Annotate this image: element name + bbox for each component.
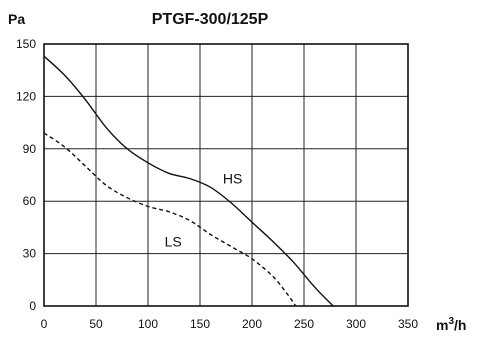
y-tick-label: 0 (29, 299, 36, 313)
y-tick-label: 150 (16, 37, 36, 51)
x-tick-label: 250 (294, 317, 314, 331)
y-tick-label: 120 (16, 89, 36, 103)
series-label-hs: HS (223, 171, 242, 187)
plot-frame (43, 43, 409, 307)
x-tick-label: 50 (89, 317, 103, 331)
tick-labels: 0 50 100 150 200 250 300 350 0 30 60 90 120 150 (16, 37, 418, 331)
series-line-ls (43, 132, 297, 307)
x-tick-label: 200 (242, 317, 262, 331)
y-axis-label: Pa (8, 11, 25, 27)
x-tick-label: 300 (346, 317, 366, 331)
x-tick-label: 350 (398, 317, 418, 331)
y-tick-label: 90 (23, 142, 37, 156)
x-axis-label: m3/h (436, 316, 466, 333)
series-labels: HS LS (165, 171, 243, 250)
x-tick-label: 100 (138, 317, 158, 331)
x-tick-label: 150 (190, 317, 210, 331)
series-label-ls: LS (165, 234, 182, 250)
series-group (43, 55, 334, 307)
series-line-hs (43, 55, 334, 307)
chart-title: PTGF-300/125P (152, 11, 269, 28)
y-tick-label: 30 (23, 247, 37, 261)
x-tick-label: 0 (41, 317, 48, 331)
y-tick-label: 60 (23, 194, 37, 208)
